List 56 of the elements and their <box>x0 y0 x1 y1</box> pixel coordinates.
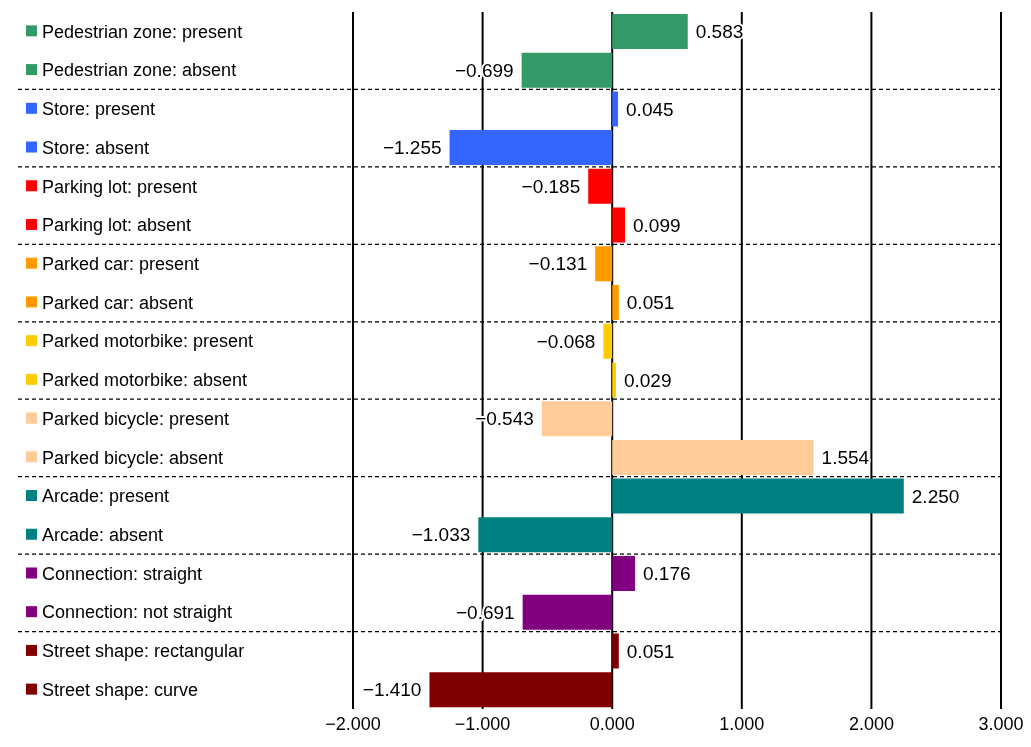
y-tick-label: Street shape: curve <box>42 679 199 700</box>
y-tick-label: Street shape: rectangular <box>42 641 245 662</box>
data-label: −1.410 <box>362 679 422 701</box>
bar <box>449 130 613 166</box>
bar <box>603 323 613 359</box>
bar <box>429 672 613 708</box>
data-label: 0.029 <box>623 369 672 391</box>
bar <box>612 13 688 49</box>
data-label: 0.099 <box>633 214 681 236</box>
bar <box>541 401 613 437</box>
bar <box>612 478 904 514</box>
bar <box>612 284 619 320</box>
data-label: 2.250 <box>911 485 960 507</box>
y-tick-label: Store: absent <box>42 137 150 158</box>
y-tick-label: Parked bicycle: absent <box>42 447 224 468</box>
x-tick-label: 1.000 <box>719 713 765 734</box>
y-tick-label: Parked bicycle: present <box>42 408 230 429</box>
y-tick-label: Parking lot: present <box>42 176 198 197</box>
data-label: 1.554 <box>821 447 870 469</box>
y-tick-label: Parked motorbike: present <box>42 331 254 352</box>
bar <box>521 52 613 88</box>
bar <box>612 362 616 398</box>
bar <box>522 594 613 630</box>
data-label: 0.051 <box>626 292 675 314</box>
bar <box>612 556 636 592</box>
x-tick-label: 2.000 <box>848 713 894 734</box>
y-tick-label: Connection: straight <box>42 563 203 584</box>
bar <box>612 207 626 243</box>
data-label: −0.068 <box>536 330 596 352</box>
data-label: −1.033 <box>411 524 471 546</box>
y-tick-label: Store: present <box>42 99 156 120</box>
y-tick-label: Pedestrian zone: absent <box>42 60 237 81</box>
bar <box>595 246 613 282</box>
data-label: −0.131 <box>528 253 588 275</box>
x-tick-label: 0.000 <box>589 713 635 734</box>
data-label: 0.051 <box>626 640 675 662</box>
x-tick-label: −2.000 <box>325 713 381 734</box>
data-label: 0.176 <box>643 563 691 585</box>
data-label: 0.045 <box>626 98 674 120</box>
y-tick-label: Parked car: present <box>42 253 200 274</box>
bar <box>612 633 619 669</box>
y-tick-label: Parked car: absent <box>42 292 194 313</box>
bar <box>478 517 613 553</box>
y-tick-label: Arcade: absent <box>42 525 164 546</box>
data-label: −1.255 <box>382 137 442 159</box>
y-tick-label: Arcade: present <box>42 486 170 507</box>
data-label: −0.185 <box>521 175 581 197</box>
bar <box>588 168 613 204</box>
bar <box>612 91 619 127</box>
bar <box>612 439 814 475</box>
y-tick-label: Pedestrian zone: present <box>42 21 243 42</box>
x-tick-label: 3.000 <box>978 713 1024 734</box>
y-tick-label: Connection: not straight <box>42 602 233 623</box>
y-tick-label: Parking lot: absent <box>42 215 192 236</box>
y-tick-label: Parked motorbike: absent <box>42 370 248 391</box>
x-tick-label: −1.000 <box>454 713 511 734</box>
